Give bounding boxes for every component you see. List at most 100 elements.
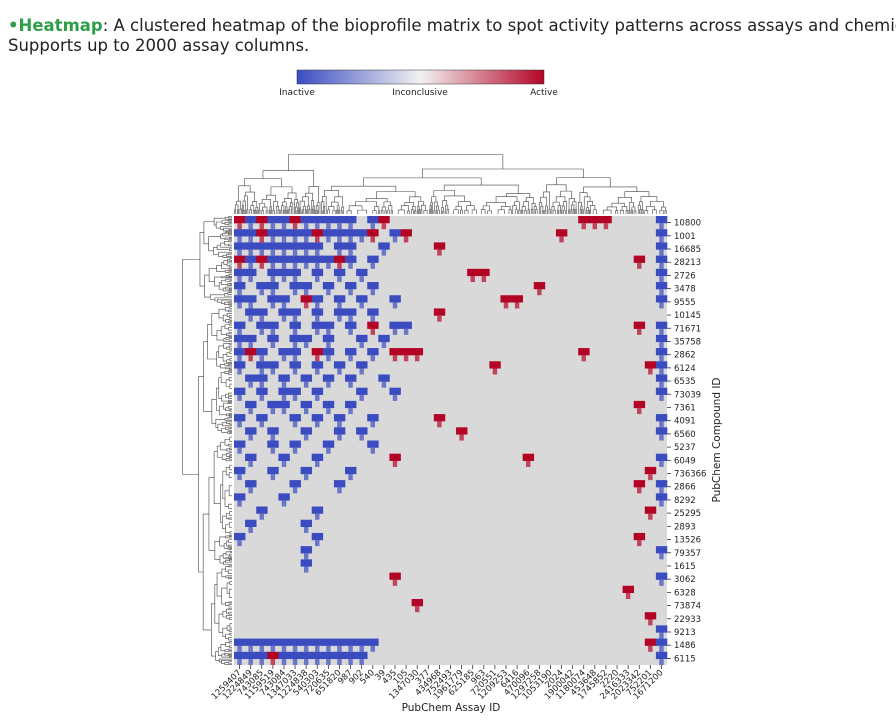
dendrogram-branch xyxy=(324,190,340,197)
intro-line: Supports up to 2000 assay columns. xyxy=(8,36,310,55)
cell xyxy=(367,282,379,290)
cell xyxy=(303,289,309,296)
cell xyxy=(578,216,590,224)
cell xyxy=(659,632,664,639)
cell xyxy=(648,645,653,652)
cell xyxy=(292,236,298,243)
dendrogram-branch xyxy=(226,625,230,631)
cell xyxy=(637,408,642,415)
cell xyxy=(333,427,346,435)
dendrogram-branch xyxy=(284,198,292,203)
dendrogram-branch xyxy=(228,301,232,304)
dendrogram-branch xyxy=(561,205,565,214)
cell xyxy=(655,295,668,303)
y-tick-label: 16685 xyxy=(674,245,701,255)
cell xyxy=(248,236,253,243)
dendrograms xyxy=(182,154,667,665)
cell xyxy=(411,598,424,607)
cell xyxy=(292,289,298,296)
cell xyxy=(655,427,668,435)
cell xyxy=(303,645,309,652)
y-tick-label: 6124 xyxy=(674,364,696,374)
cell xyxy=(234,268,246,277)
cell xyxy=(511,295,523,303)
cell xyxy=(248,302,253,309)
dendrogram-branch xyxy=(225,551,230,556)
dendrogram-branch xyxy=(226,453,230,457)
dendrogram-branch xyxy=(228,321,232,324)
cell xyxy=(303,659,309,665)
cell xyxy=(270,236,276,243)
y-tick-label: 8292 xyxy=(674,496,696,506)
dendrogram-branch xyxy=(216,351,221,367)
cell xyxy=(267,268,279,277)
dendrogram-branch xyxy=(261,199,271,207)
cell xyxy=(300,295,313,303)
cell xyxy=(659,579,664,586)
cell xyxy=(356,361,368,369)
dendrogram-branch xyxy=(641,208,644,214)
cell xyxy=(256,216,268,224)
cell xyxy=(267,361,279,369)
dendrogram-branch xyxy=(218,345,224,359)
dendrogram-branch xyxy=(207,324,217,360)
cell xyxy=(389,229,401,237)
cell xyxy=(311,268,324,277)
cell xyxy=(270,328,276,335)
dendrogram-branch xyxy=(229,581,232,585)
cell xyxy=(289,387,301,395)
dendrogram-branch xyxy=(466,205,475,211)
dendrogram-branch xyxy=(222,314,228,322)
cell xyxy=(267,334,279,343)
cell xyxy=(289,651,301,660)
cell xyxy=(655,453,668,461)
dendrogram-branch xyxy=(322,196,327,214)
cell xyxy=(411,348,424,356)
dendrogram-branch xyxy=(234,209,237,214)
cell xyxy=(303,553,309,560)
dendrogram-branch xyxy=(304,209,307,214)
dendrogram-branch xyxy=(543,191,550,210)
dendrogram-branch xyxy=(243,195,248,210)
y-tick-label: 10800 xyxy=(674,219,701,229)
cell xyxy=(326,408,331,415)
dendrogram-branch xyxy=(228,521,232,528)
cell xyxy=(345,308,357,316)
dendrogram-branch xyxy=(521,210,524,214)
cell xyxy=(300,651,313,660)
cell xyxy=(281,355,287,362)
dendrogram-branch xyxy=(229,548,232,551)
cell xyxy=(655,414,668,422)
dendrogram-branch xyxy=(223,260,228,265)
dendrogram-branch xyxy=(223,343,230,349)
dendrogram-branch xyxy=(229,531,232,535)
dendrogram-branch xyxy=(446,209,450,214)
dendrogram-branch xyxy=(215,651,220,661)
cell xyxy=(367,414,379,422)
dendrogram-branch xyxy=(506,193,531,198)
dendrogram-branch xyxy=(269,206,272,214)
cell xyxy=(378,216,390,224)
dendrogram-branch xyxy=(228,332,232,335)
dendrogram-branch xyxy=(227,283,232,286)
cell xyxy=(281,223,287,230)
dendrogram-branch xyxy=(556,177,611,187)
cell xyxy=(315,302,320,309)
dendrogram-branch xyxy=(227,654,232,656)
cell xyxy=(659,500,664,507)
dendrogram-branch xyxy=(523,210,527,214)
dendrogram-branch xyxy=(225,393,229,398)
dendrogram-branch xyxy=(218,658,232,663)
cell xyxy=(326,342,331,349)
dendrogram-branch xyxy=(560,190,573,199)
dendrogram-branch xyxy=(283,210,285,214)
y-tick-label: 2726 xyxy=(674,271,696,281)
cell xyxy=(303,408,309,415)
cell xyxy=(248,659,253,665)
cell xyxy=(256,651,268,660)
dendrogram-branch xyxy=(545,205,548,214)
cell xyxy=(281,408,287,415)
cell xyxy=(492,368,498,375)
cell xyxy=(248,262,253,269)
cell xyxy=(292,249,298,256)
